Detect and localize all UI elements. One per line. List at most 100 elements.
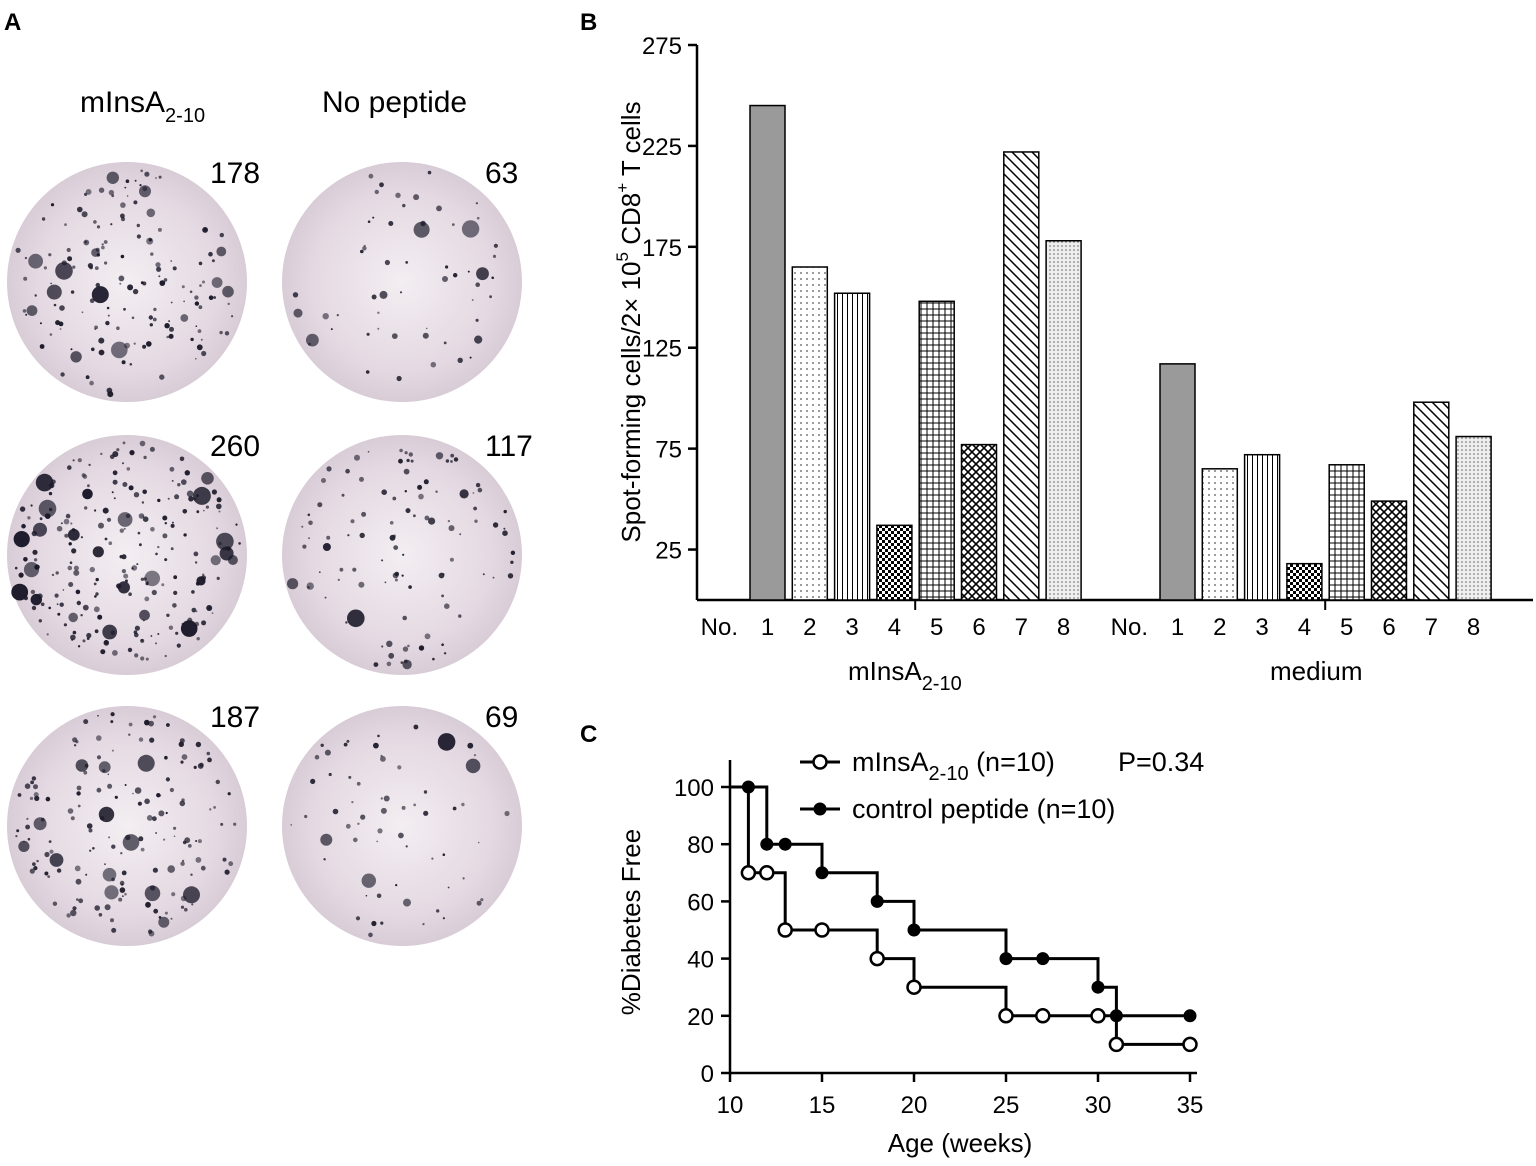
survival-point-control <box>815 866 829 880</box>
well-count-0-1: 260 <box>210 430 260 463</box>
elispot-spot <box>102 867 117 882</box>
elispot-spot <box>60 522 63 525</box>
elispot-spot <box>360 249 364 254</box>
elispot-spot <box>131 316 135 320</box>
bar-category-label: 6 <box>1382 614 1395 641</box>
elispot-spot <box>34 294 37 297</box>
elispot-spot <box>187 617 193 623</box>
elispot-spot <box>504 810 510 817</box>
elispot-spot <box>142 516 149 522</box>
elispot-spot <box>81 473 86 478</box>
elispot-spot <box>122 441 126 445</box>
elispot-spot <box>56 868 62 873</box>
elispot-spot <box>119 282 122 285</box>
elispot-spot <box>76 898 79 901</box>
elispot-spot <box>403 468 410 475</box>
elispot-spot <box>432 657 435 661</box>
elispot-spot <box>63 623 67 627</box>
elispot-spot <box>153 908 159 914</box>
elispot-spot <box>58 321 64 327</box>
elispot-spot <box>133 342 136 345</box>
elispot-spot <box>75 878 82 885</box>
elispot-spot <box>216 246 227 257</box>
elispot-spot <box>450 453 455 458</box>
elispot-spots <box>290 724 510 938</box>
elispot-spot <box>322 313 329 320</box>
elispot-spot <box>465 758 481 774</box>
survival-point-minsa <box>759 865 775 881</box>
survival-y-tick-label: 0 <box>701 1061 714 1088</box>
elispot-spot <box>206 751 211 756</box>
elispot-spot <box>392 496 397 501</box>
elispot-spot <box>142 281 147 286</box>
elispot-spot <box>89 849 92 852</box>
elispot-spot <box>49 333 53 336</box>
elispot-spot <box>127 647 133 653</box>
elispot-well <box>282 435 522 675</box>
elispot-spot <box>136 563 139 566</box>
elispot-spot <box>31 605 37 611</box>
elispot-spot <box>110 720 114 724</box>
elispot-spot <box>81 311 84 314</box>
bar-medium-1 <box>1159 363 1196 601</box>
elispot-spot <box>63 518 70 525</box>
elispot-spot <box>330 328 333 331</box>
elispot-spot <box>45 796 51 802</box>
elispot-spot <box>196 510 200 514</box>
elispot-spots <box>15 169 234 398</box>
bar-minsa-7 <box>1003 151 1040 601</box>
elispot-spot <box>215 779 220 785</box>
elispot-spot <box>473 754 477 757</box>
elispot-spot <box>123 307 126 311</box>
elispot-spot <box>471 299 474 301</box>
elispot-spot <box>168 333 174 339</box>
elispot-spot <box>117 512 133 527</box>
elispot-spot <box>443 652 447 655</box>
elispot-spot <box>96 787 102 793</box>
elispot-spot <box>35 473 54 492</box>
elispot-spot <box>181 479 187 485</box>
elispot-spot <box>441 594 444 598</box>
elispot-spot <box>326 466 332 472</box>
elispot-spot <box>88 463 91 467</box>
elispot-spot <box>49 853 64 867</box>
elispot-spot <box>194 561 198 564</box>
survival-line-control <box>730 785 1190 1018</box>
elispot-spot <box>64 533 69 538</box>
elispot-spot <box>194 621 200 627</box>
elispot-spot <box>159 794 162 797</box>
elispot-spot <box>206 605 213 611</box>
elispot-spot <box>345 823 351 829</box>
elispot-spot <box>502 530 508 536</box>
elispot-spot <box>49 482 55 489</box>
elispot-spot <box>341 493 345 497</box>
elispot-spot <box>388 652 395 659</box>
elispot-spot <box>30 780 34 785</box>
elispot-spot <box>29 868 35 874</box>
elispot-well <box>7 435 247 675</box>
elispot-spot <box>144 885 161 902</box>
elispot-spot <box>70 816 75 821</box>
elispot-spot <box>477 841 480 844</box>
elispot-spot <box>194 295 199 300</box>
elispot-spot <box>448 525 455 532</box>
elispot-spot <box>475 482 481 488</box>
elispot-spot <box>208 251 213 257</box>
elispot-spot <box>190 873 193 876</box>
elispot-spot <box>23 562 40 578</box>
elispot-spot <box>169 466 175 472</box>
elispot-spot <box>152 816 157 822</box>
elispot-spot <box>374 189 379 195</box>
elispot-spot <box>70 348 73 351</box>
elispot-spot <box>355 916 361 921</box>
elispot-spot <box>55 571 59 575</box>
elispot-spot <box>84 506 88 510</box>
elispot-spot <box>56 525 63 532</box>
elispot-spot <box>50 203 55 207</box>
elispot-spot <box>83 719 89 725</box>
elispot-spot <box>476 900 482 906</box>
elispot-spot <box>78 898 84 904</box>
elispot-spot <box>380 921 384 925</box>
elispot-spot <box>95 282 101 288</box>
elispot-spot <box>119 555 123 559</box>
